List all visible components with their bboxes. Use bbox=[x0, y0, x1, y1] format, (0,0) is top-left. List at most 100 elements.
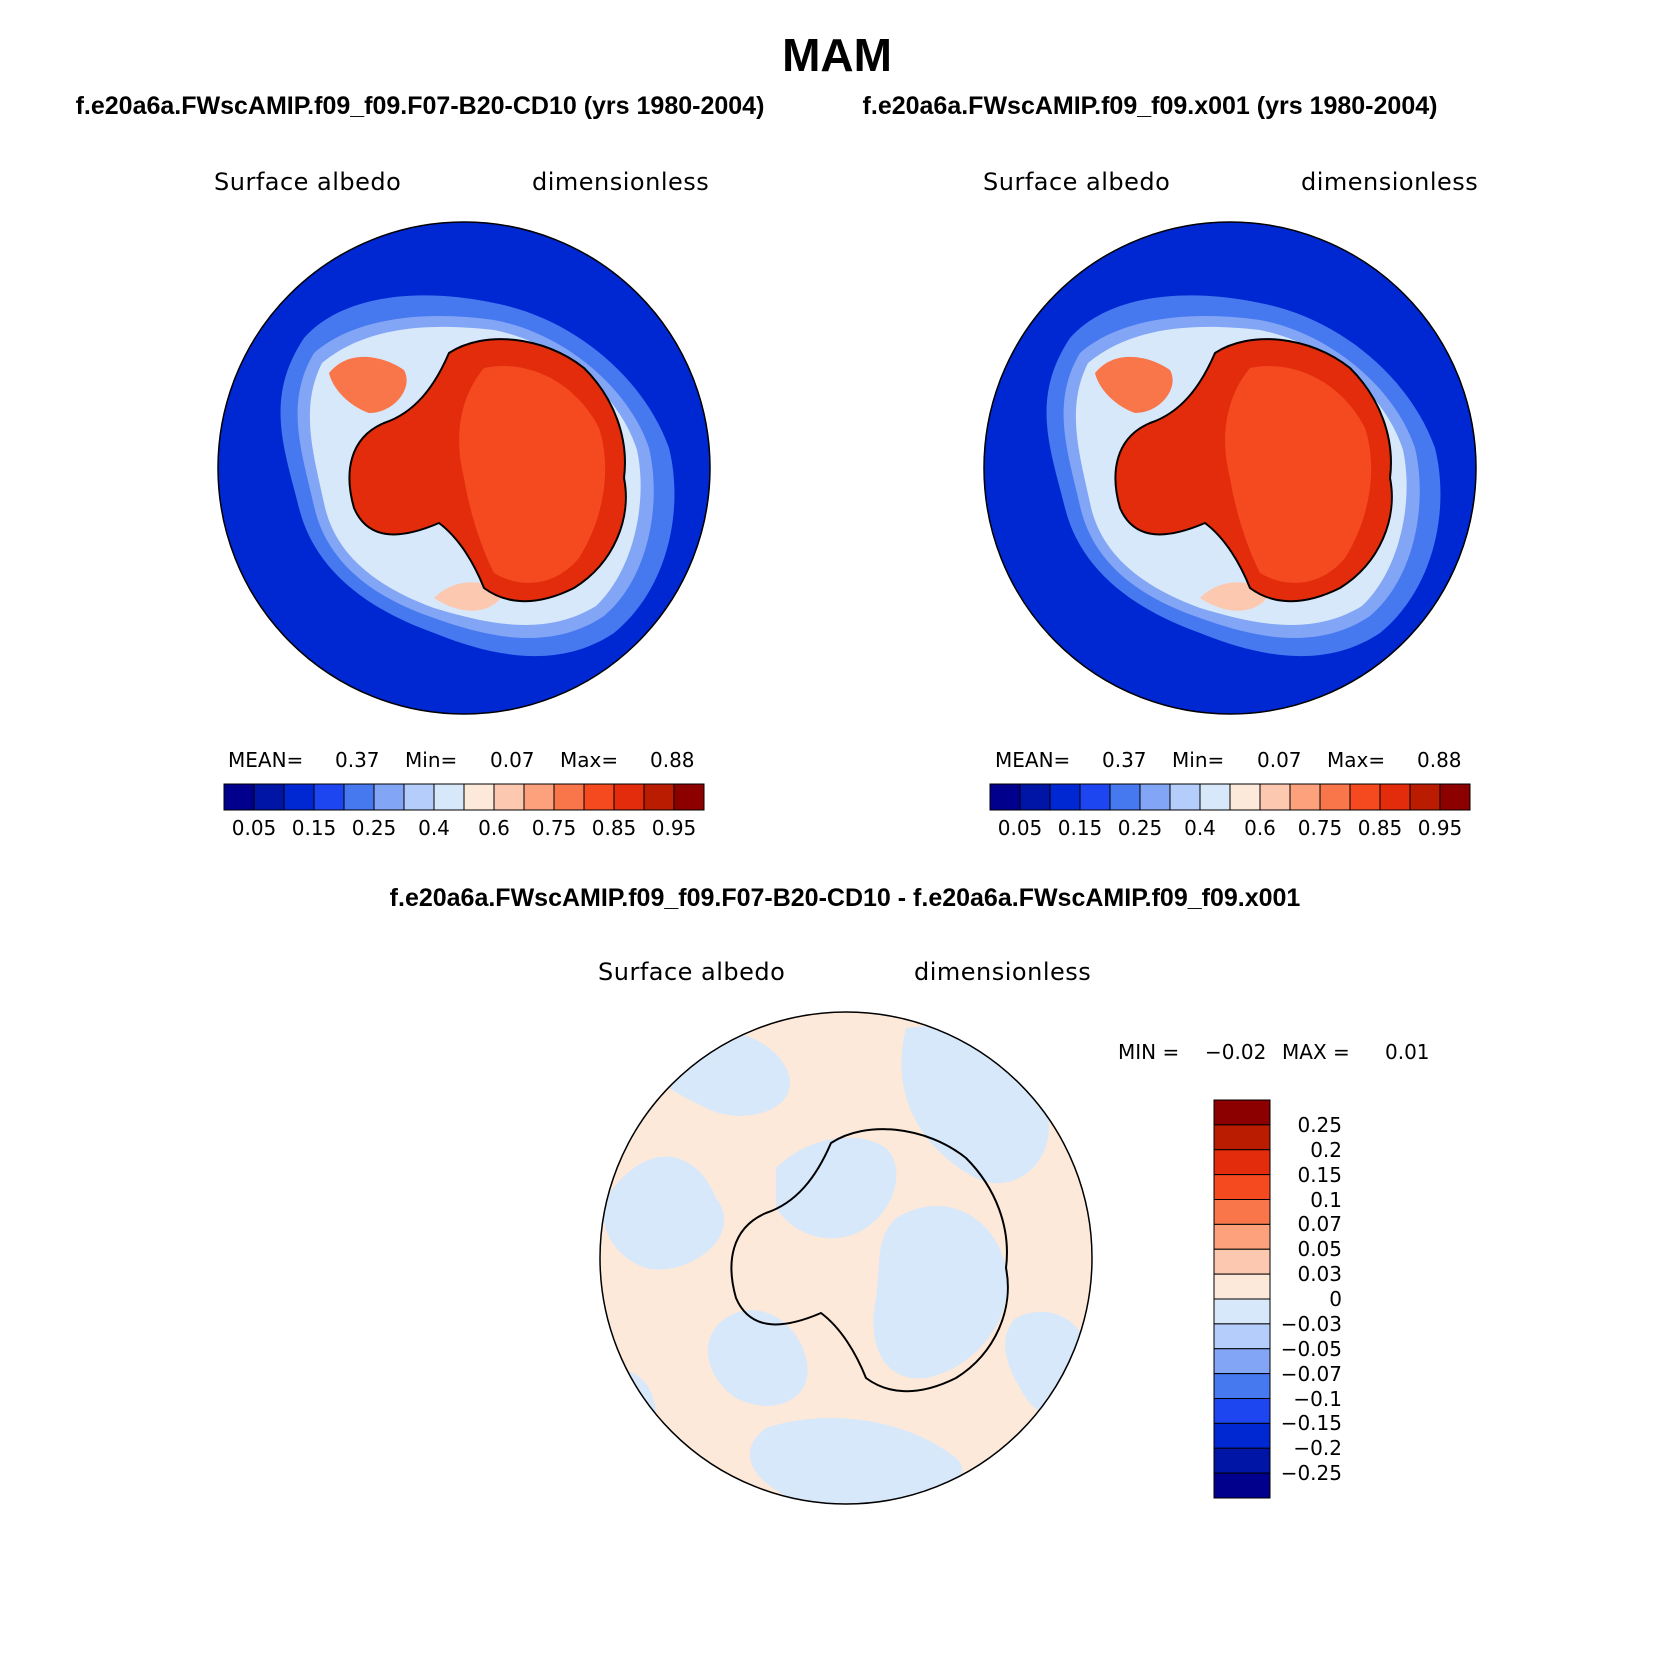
ice-shelf-region bbox=[1095, 356, 1173, 413]
colorbar-tick-label: 0.1 bbox=[1310, 1187, 1342, 1212]
colorbar-swatch bbox=[1379, 783, 1411, 811]
antarctica-interior-region bbox=[1225, 366, 1372, 583]
colorbar-swatch bbox=[1409, 783, 1441, 811]
colorbar-swatch bbox=[1139, 783, 1171, 811]
colorbar-swatch bbox=[1213, 1323, 1271, 1350]
colorbar-tick-label: 0.6 bbox=[1244, 816, 1276, 840]
colorbar-swatch bbox=[1213, 1472, 1271, 1499]
colorbar-tick-label: 0.85 bbox=[1357, 816, 1403, 840]
panel2-units: dimensionless bbox=[1301, 168, 1479, 196]
colorbar-swatch bbox=[433, 783, 465, 811]
colorbar-swatch bbox=[373, 783, 405, 811]
colorbar-tick-label: 0.03 bbox=[1297, 1262, 1342, 1287]
diff-max-value: 0.01 bbox=[1385, 1040, 1430, 1064]
colorbar-swatch bbox=[1213, 1174, 1271, 1200]
colorbar-tick-label: 0.05 bbox=[1297, 1237, 1342, 1262]
diff-colorbar bbox=[1213, 1099, 1271, 1499]
panel2-min-label: Min= bbox=[1172, 748, 1225, 772]
antarctica-coastline bbox=[730, 1128, 1009, 1393]
colorbar-tick-label: 0.05 bbox=[997, 816, 1043, 840]
panel2-max-value: 0.88 bbox=[1417, 748, 1462, 772]
colorbar-swatch bbox=[583, 783, 615, 811]
colorbar-tick-label: −0.05 bbox=[1280, 1336, 1342, 1361]
panel1-min-label: Min= bbox=[405, 748, 458, 772]
panel2-colorbar bbox=[989, 783, 1471, 811]
colorbar-swatch bbox=[1213, 1149, 1271, 1176]
panel1-case-title: f.e20a6a.FWscAMIP.f09_f09.F07-B20-CD10 (… bbox=[75, 92, 765, 120]
panel1-colorbar bbox=[223, 783, 705, 811]
negative-diff-region bbox=[776, 1137, 897, 1239]
colorbar-swatch bbox=[223, 783, 255, 811]
colorbar-tick-label: 0.75 bbox=[531, 816, 577, 840]
colorbar-swatch bbox=[1213, 1273, 1271, 1300]
colorbar-swatch bbox=[523, 783, 555, 811]
panel2-mean-label: MEAN= bbox=[995, 748, 1071, 772]
colorbar-swatch bbox=[1213, 1124, 1271, 1151]
diff-max-label: MAX = bbox=[1282, 1040, 1350, 1064]
colorbar-tick-label: 0.85 bbox=[591, 816, 637, 840]
colorbar-tick-label: 0.2 bbox=[1310, 1137, 1342, 1162]
panel1-mean-label: MEAN= bbox=[228, 748, 304, 772]
colorbar-tick-label: −0.25 bbox=[1280, 1461, 1342, 1486]
negative-diff-region bbox=[603, 1156, 725, 1270]
panel1-map bbox=[217, 221, 711, 715]
colorbar-swatch bbox=[1079, 783, 1111, 811]
figure-title: MAM bbox=[782, 29, 892, 81]
colorbar-tick-label: 0 bbox=[1329, 1287, 1342, 1311]
colorbar-tick-label: 0.6 bbox=[478, 816, 510, 840]
colorbar-tick-label: 0.4 bbox=[418, 816, 450, 840]
diff-case-title: f.e20a6a.FWscAMIP.f09_f09.F07-B20-CD10 -… bbox=[389, 884, 1301, 912]
colorbar-tick-label: −0.03 bbox=[1280, 1311, 1342, 1336]
diff-variable: Surface albedo bbox=[598, 958, 786, 986]
colorbar-swatch bbox=[1019, 783, 1051, 811]
colorbar-tick-label: −0.2 bbox=[1293, 1436, 1342, 1461]
colorbar-swatch bbox=[1289, 783, 1321, 811]
colorbar-swatch bbox=[1213, 1199, 1271, 1225]
panel2-mean-value: 0.37 bbox=[1102, 748, 1147, 772]
colorbar-tick-label: 0.95 bbox=[651, 816, 697, 840]
colorbar-swatch bbox=[313, 783, 345, 811]
colorbar-swatch bbox=[1049, 783, 1081, 811]
colorbar-swatch bbox=[1213, 1447, 1271, 1474]
colorbar-swatch bbox=[1213, 1373, 1271, 1399]
colorbar-swatch bbox=[1213, 1348, 1271, 1375]
colorbar-swatch bbox=[253, 783, 285, 811]
colorbar-swatch bbox=[643, 783, 675, 811]
colorbar-swatch bbox=[463, 783, 495, 811]
antarctica-coastline bbox=[1114, 338, 1393, 603]
negative-diff-region bbox=[750, 1418, 963, 1504]
colorbar-swatch bbox=[1213, 1223, 1271, 1250]
negative-diff-region bbox=[707, 1310, 808, 1406]
colorbar-tick-label: −0.15 bbox=[1280, 1411, 1342, 1436]
colorbar-tick-label: 0.25 bbox=[1117, 816, 1163, 840]
diff-units: dimensionless bbox=[914, 958, 1092, 986]
colorbar-swatch bbox=[1229, 783, 1261, 811]
colorbar-swatch bbox=[1213, 1099, 1271, 1126]
panel2-min-value: 0.07 bbox=[1257, 748, 1302, 772]
map-border bbox=[599, 1011, 1093, 1505]
colorbar-tick-label: 0.4 bbox=[1184, 816, 1216, 840]
colorbar-tick-label: 0.07 bbox=[1297, 1212, 1342, 1237]
colorbar-swatch bbox=[1169, 783, 1201, 811]
colorbar-swatch bbox=[1213, 1398, 1271, 1424]
colorbar-swatch bbox=[403, 783, 435, 811]
colorbar-tick-label: 0.25 bbox=[1297, 1112, 1342, 1137]
colorbar-swatch bbox=[553, 783, 585, 811]
colorbar-swatch bbox=[1213, 1298, 1271, 1325]
colorbar-swatch bbox=[989, 783, 1021, 811]
colorbar-swatch bbox=[1213, 1248, 1271, 1275]
colorbar-swatch bbox=[1199, 783, 1231, 811]
panel2-max-label: Max= bbox=[1327, 748, 1386, 772]
panel1-units: dimensionless bbox=[532, 168, 710, 196]
colorbar-tick-label: −0.1 bbox=[1293, 1386, 1342, 1411]
colorbar-tick-label: 0.05 bbox=[231, 816, 277, 840]
colorbar-tick-label: 0.95 bbox=[1417, 816, 1463, 840]
panel1-max-label: Max= bbox=[560, 748, 619, 772]
colorbar-swatch bbox=[493, 783, 525, 811]
diff-min-value: −0.02 bbox=[1205, 1040, 1267, 1064]
colorbar-tick-label: 0.15 bbox=[1057, 816, 1103, 840]
ice-shelf-region bbox=[329, 356, 407, 413]
map-border bbox=[983, 221, 1477, 715]
panel1-mean-value: 0.37 bbox=[335, 748, 380, 772]
panel1-max-value: 0.88 bbox=[650, 748, 695, 772]
